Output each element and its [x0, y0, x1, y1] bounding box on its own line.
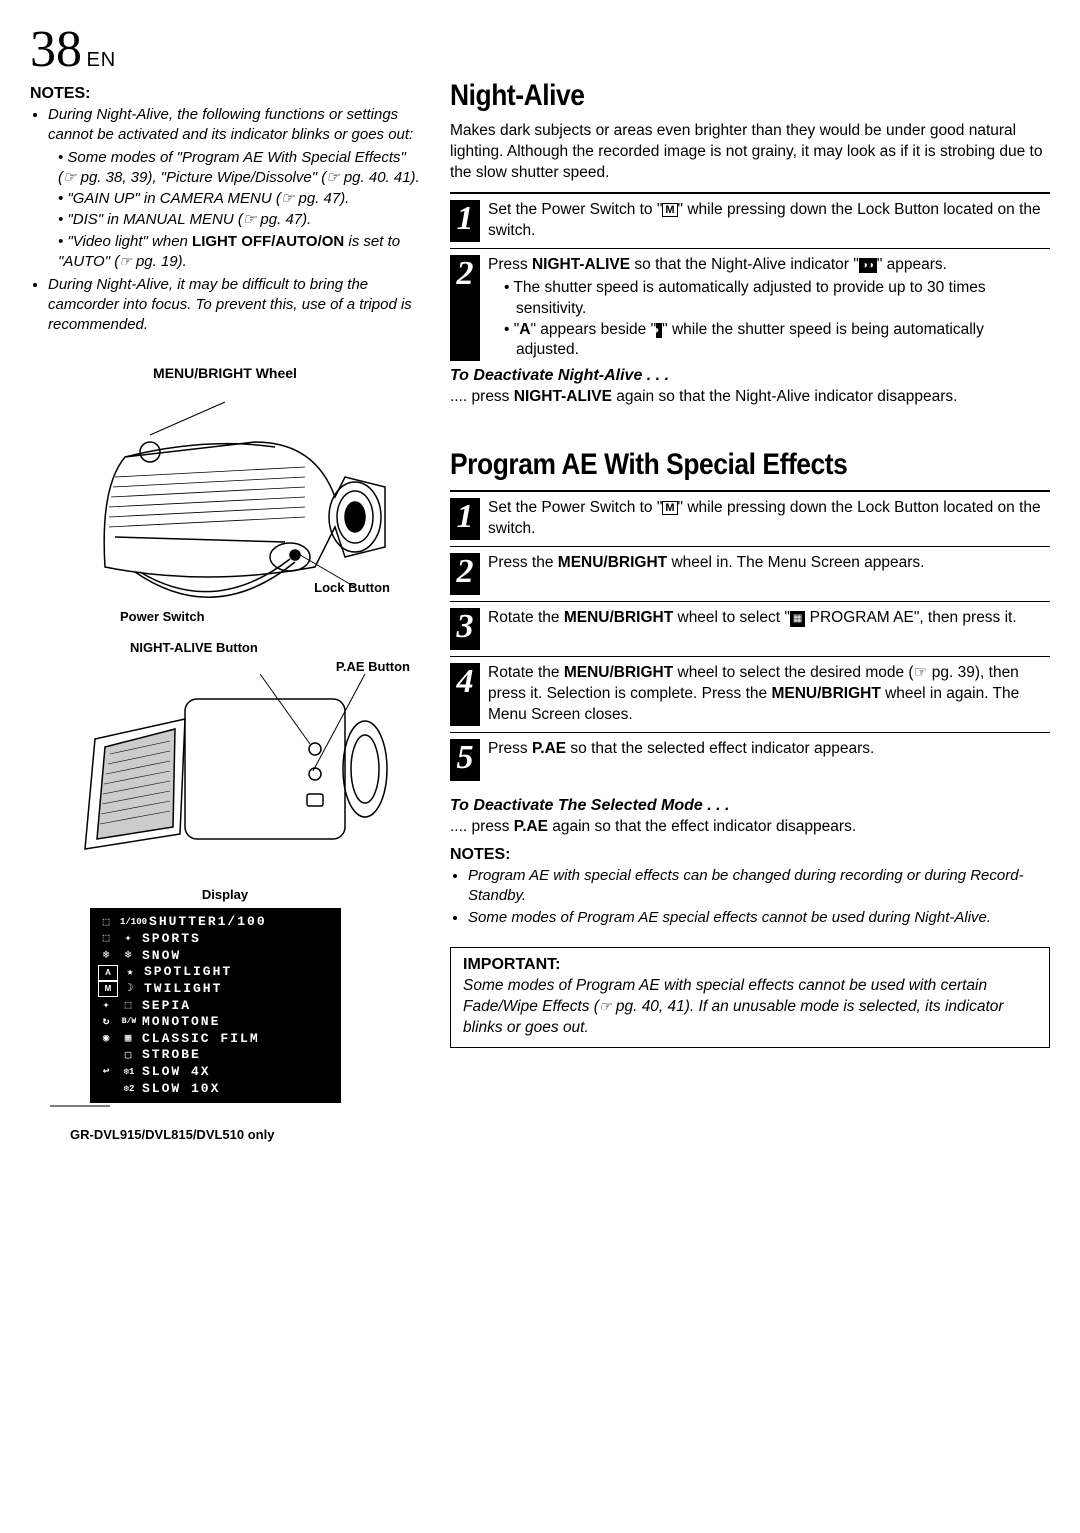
important-box: IMPORTANT: Some modes of Program AE with…: [450, 947, 1050, 1048]
step-number-icon: 3: [450, 608, 480, 650]
step-body: Rotate the MENU/BRIGHT wheel to select "…: [488, 608, 1050, 650]
display-box: ⬚1/100SHUTTER1/100 ⬚✦SPORTS ❄❄SNOW A★SPO…: [90, 908, 341, 1103]
deactivate-body: .... press NIGHT-ALIVE again so that the…: [450, 387, 1050, 408]
page-lang: EN: [86, 49, 116, 71]
step-1: 1 Set the Power Switch to "M" while pres…: [450, 498, 1050, 540]
list-item: During Night-Alive, the following functi…: [48, 105, 420, 273]
notes-list-2: Program AE with special effects can be c…: [450, 866, 1050, 929]
divider: [450, 490, 1050, 492]
list-item: "GAIN UP" in CAMERA MENU (☞ pg. 47).: [58, 189, 420, 209]
section-intro: Makes dark subjects or areas even bright…: [450, 121, 1050, 184]
important-heading: IMPORTANT:: [463, 956, 1037, 974]
page-header: 38 EN: [30, 20, 1050, 79]
step-number-icon: 2: [450, 553, 480, 595]
lock-button-label: Lock Button: [314, 580, 390, 595]
section-title-program-ae: Program AE With Special Effects: [450, 448, 978, 482]
step-3: 3 Rotate the MENU/BRIGHT wheel to select…: [450, 608, 1050, 650]
list-item: "DIS" in MANUAL MENU (☞ pg. 47).: [58, 210, 420, 230]
step-body: Set the Power Switch to "M" while pressi…: [488, 200, 1050, 242]
page-number: 38: [30, 21, 82, 78]
important-body: Some modes of Program AE with special ef…: [463, 976, 1037, 1039]
sub-notes-list: Some modes of "Program AE With Special E…: [48, 148, 420, 273]
step-body: Press the MENU/BRIGHT wheel in. The Menu…: [488, 553, 1050, 595]
step-2: 2 Press NIGHT-ALIVE so that the Night-Al…: [450, 255, 1050, 362]
step-number-icon: 1: [450, 498, 480, 540]
pae-button-label: P.AE Button: [336, 659, 410, 674]
model-only-label: GR-DVL915/DVL815/DVL510 only: [70, 1127, 330, 1142]
night-alive-btn-label: NIGHT-ALIVE Button: [130, 640, 420, 655]
step-body: Press P.AE so that the selected effect i…: [488, 739, 1050, 781]
menu-bright-label: MENU/BRIGHT Wheel: [30, 365, 420, 381]
list-item: "Video light" when LIGHT OFF/AUTO/ON is …: [58, 232, 420, 273]
night-icon: ◑◑: [859, 258, 877, 274]
divider: [450, 546, 1050, 547]
notes-list: During Night-Alive, the following functi…: [30, 105, 420, 335]
camcorder-diagram-2: P.AE Button: [30, 659, 420, 879]
list-item: The shutter speed is automatically adjus…: [504, 278, 1050, 320]
divider: [450, 248, 1050, 249]
step-2: 2 Press the MENU/BRIGHT wheel in. The Me…: [450, 553, 1050, 595]
display-label: Display: [30, 887, 420, 902]
step-body: Press NIGHT-ALIVE so that the Night-Aliv…: [488, 255, 1050, 362]
step-number-icon: 1: [450, 200, 480, 242]
deactivate-heading: To Deactivate Night-Alive . . .: [450, 367, 1050, 385]
step-body: Rotate the MENU/BRIGHT wheel to select t…: [488, 663, 1050, 726]
list-item: During Night-Alive, it may be difficult …: [48, 275, 420, 336]
step-5: 5 Press P.AE so that the selected effect…: [450, 739, 1050, 781]
step-number-icon: 4: [450, 663, 480, 726]
step-body: Set the Power Switch to "M" while pressi…: [488, 498, 1050, 540]
step-number-icon: 2: [450, 255, 480, 362]
left-column: NOTES: During Night-Alive, the following…: [30, 79, 420, 1142]
divider: [450, 601, 1050, 602]
step-number-icon: 5: [450, 739, 480, 781]
list-item: Some modes of Program AE special effects…: [468, 908, 1050, 928]
right-column: Night-Alive Makes dark subjects or areas…: [450, 79, 1050, 1142]
divider: [450, 732, 1050, 733]
list-item: Program AE with special effects can be c…: [468, 866, 1050, 907]
list-item: Some modes of "Program AE With Special E…: [58, 148, 420, 189]
divider: [450, 656, 1050, 657]
camcorder-diagram-1: Lock Button: [30, 387, 420, 617]
deactivate-heading-2: To Deactivate The Selected Mode . . .: [450, 797, 1050, 815]
step-4: 4 Rotate the MENU/BRIGHT wheel to select…: [450, 663, 1050, 726]
notes-heading: NOTES:: [30, 85, 420, 103]
step-1: 1 Set the Power Switch to "M" while pres…: [450, 200, 1050, 242]
menu-icon: ▦: [790, 611, 805, 627]
deactivate-body-2: .... press P.AE again so that the effect…: [450, 817, 1050, 838]
divider: [450, 192, 1050, 194]
section-title-night-alive: Night-Alive: [450, 79, 978, 113]
list-item: "A" appears beside "◑◑" while the shutte…: [504, 320, 1050, 362]
notes-heading-2: NOTES:: [450, 846, 1050, 864]
